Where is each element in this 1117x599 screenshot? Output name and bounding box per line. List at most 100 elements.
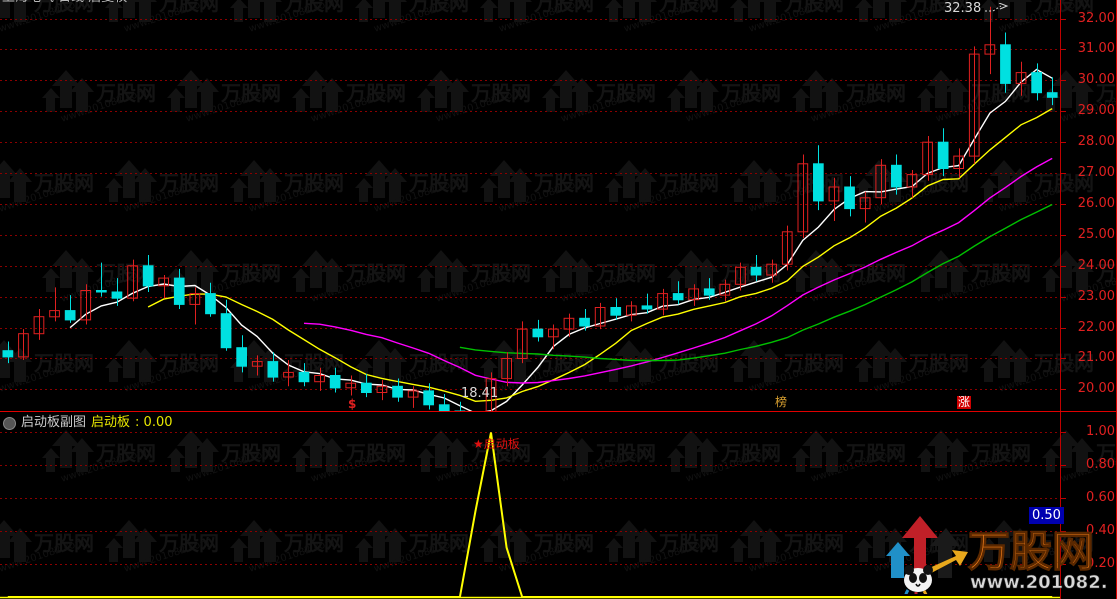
candle-body — [423, 390, 434, 406]
indicator-header[interactable]: 启动板副图 启动板 : 0.00 — [0, 414, 173, 432]
candle-body — [688, 288, 699, 301]
candle-body — [142, 265, 154, 287]
candle-body — [376, 385, 388, 393]
candlestick — [641, 293, 653, 314]
candlestick — [750, 254, 762, 282]
candlestick — [563, 313, 575, 337]
candlestick — [80, 284, 92, 325]
candlestick — [49, 287, 60, 322]
candle-body — [579, 317, 590, 327]
candle-body — [672, 293, 684, 301]
price-axis-label: 32.00 — [1077, 11, 1115, 26]
candlestick — [345, 375, 357, 396]
candlestick — [875, 159, 887, 204]
candle-body — [719, 283, 731, 296]
candle-body — [781, 231, 793, 265]
candle-body — [407, 390, 419, 398]
candlestick — [610, 298, 622, 320]
axis-tick — [1061, 266, 1066, 267]
indicator-chart-svg — [0, 432, 1060, 599]
candle-body — [797, 163, 809, 233]
axis-tick — [1061, 358, 1066, 359]
candle-body — [906, 174, 918, 188]
candlestick — [392, 378, 403, 402]
price-axis-label: 27.00 — [1077, 165, 1115, 180]
candlestick — [314, 367, 325, 391]
candlestick — [672, 281, 684, 305]
candle-body — [1031, 72, 1043, 94]
axis-tick — [1061, 531, 1066, 532]
candle-body — [548, 328, 559, 338]
axis-tick — [1061, 80, 1066, 81]
candle-body — [220, 313, 232, 349]
axis-tick — [1061, 465, 1066, 466]
candlestick — [361, 373, 372, 398]
ma5-line — [69, 68, 1053, 414]
price-axis-label: 24.00 — [1077, 258, 1115, 273]
candle-body — [314, 375, 325, 383]
candle-body — [2, 350, 14, 358]
price-axis-label: 26.00 — [1077, 196, 1115, 211]
candlestick — [96, 262, 107, 297]
axis-tick — [1061, 297, 1066, 298]
candle-body — [80, 290, 92, 321]
indicator-axis-label: 0.40 — [1086, 523, 1115, 538]
candlestick — [205, 282, 216, 317]
indicator-value-name: 启动板 — [91, 415, 131, 430]
candlestick — [111, 278, 123, 306]
candle-body — [205, 293, 216, 315]
candlestick — [236, 335, 248, 373]
circle-dropdown-icon[interactable] — [3, 416, 16, 430]
candlestick — [283, 360, 294, 387]
price-axis-label: 30.00 — [1077, 72, 1115, 87]
price-axis-label: 22.00 — [1077, 320, 1115, 335]
candle-body — [532, 328, 544, 338]
candle-body — [766, 263, 777, 276]
candle-body — [64, 310, 76, 321]
candle-body — [49, 310, 60, 318]
candle-body — [968, 53, 980, 157]
candle-body — [111, 291, 123, 299]
candle-body — [392, 385, 403, 398]
indicator-axis-label: 0.80 — [1086, 457, 1115, 472]
candle-body — [1015, 72, 1027, 84]
candle-body — [298, 371, 310, 383]
ma10-line — [147, 107, 1053, 403]
ma20-line — [303, 157, 1053, 384]
candlestick — [1015, 61, 1027, 96]
indicator-chart-pane[interactable] — [0, 412, 1060, 599]
price-chart-svg — [0, 6, 1060, 439]
candlestick — [735, 262, 746, 291]
price-axis-label: 29.00 — [1077, 103, 1115, 118]
candlestick — [18, 329, 29, 361]
candlestick — [797, 154, 809, 238]
dollar-marker: $ — [348, 397, 357, 411]
price-chart-pane[interactable] — [0, 0, 1060, 439]
candle-body — [501, 358, 512, 380]
candlestick — [922, 135, 933, 181]
candlestick — [1031, 63, 1043, 101]
candle-body — [173, 277, 185, 305]
price-axis-label: 28.00 — [1077, 134, 1115, 149]
candlestick — [781, 225, 793, 271]
candle-body — [189, 293, 201, 305]
price-axis: 32.00 31.00 30.00 29.00 28.00 27.00 26.00 25.00… — [1060, 0, 1117, 411]
price-axis-label: 31.00 — [1077, 41, 1115, 56]
indicator-axis: 1.00 0.80 0.60 0.40 0.20 0.50 — [1029, 412, 1117, 599]
candlestick — [516, 321, 528, 364]
candle-body — [127, 265, 138, 299]
candlestick — [423, 383, 434, 410]
candlestick — [1046, 77, 1058, 106]
candle-body — [594, 307, 606, 327]
candle-body — [236, 347, 248, 367]
axis-tick — [1061, 173, 1066, 174]
candlestick — [64, 295, 76, 323]
candlestick — [828, 177, 840, 221]
arrow-right-icon — [985, 2, 1009, 12]
candlestick — [532, 319, 544, 342]
price-axis-label: 25.00 — [1077, 227, 1115, 242]
candlestick — [953, 148, 964, 178]
candle-body — [750, 266, 762, 276]
candlestick — [376, 380, 388, 401]
